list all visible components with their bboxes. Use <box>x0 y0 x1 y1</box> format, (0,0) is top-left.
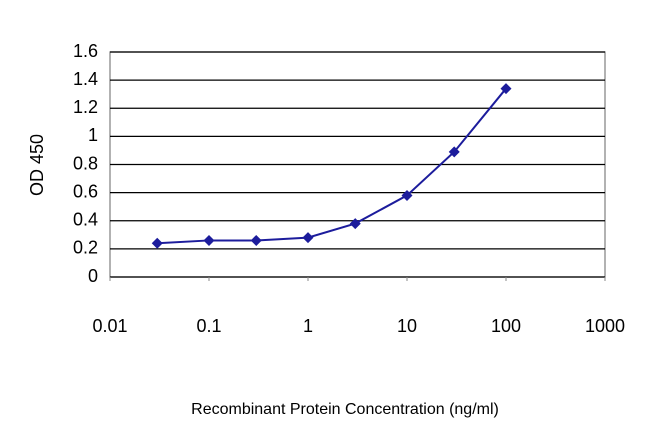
y-tick-label: 1.2 <box>73 97 98 117</box>
data-point <box>349 218 361 230</box>
x-tick-label: 100 <box>491 316 521 336</box>
y-tick-label: 1.4 <box>73 69 98 89</box>
data-point <box>401 189 413 201</box>
y-tick-label: 1.6 <box>73 41 98 61</box>
data-point <box>302 232 314 244</box>
x-tick-label: 1 <box>303 316 313 336</box>
y-tick-label: 0.4 <box>73 210 98 230</box>
y-tick-label: 0.2 <box>73 238 98 258</box>
y-tick-label: 0.6 <box>73 181 98 201</box>
x-axis-label: Recombinant Protein Concentration (ng/ml… <box>191 401 499 418</box>
y-tick-label: 0.8 <box>73 153 98 173</box>
x-tick-label: 0.01 <box>92 316 127 336</box>
data-point <box>500 83 512 95</box>
y-tick-label: 0 <box>88 266 98 286</box>
data-point <box>448 146 460 158</box>
y-tick-label: 1 <box>88 125 98 145</box>
data-point <box>250 234 262 246</box>
data-point <box>203 234 215 246</box>
x-tick-label: 10 <box>397 316 417 336</box>
x-tick-label: 0.1 <box>196 316 221 336</box>
y-axis-label: OD 450 <box>27 134 47 196</box>
data-line <box>157 87 507 245</box>
x-tick-label: 1000 <box>585 316 625 336</box>
data-point <box>151 237 163 249</box>
